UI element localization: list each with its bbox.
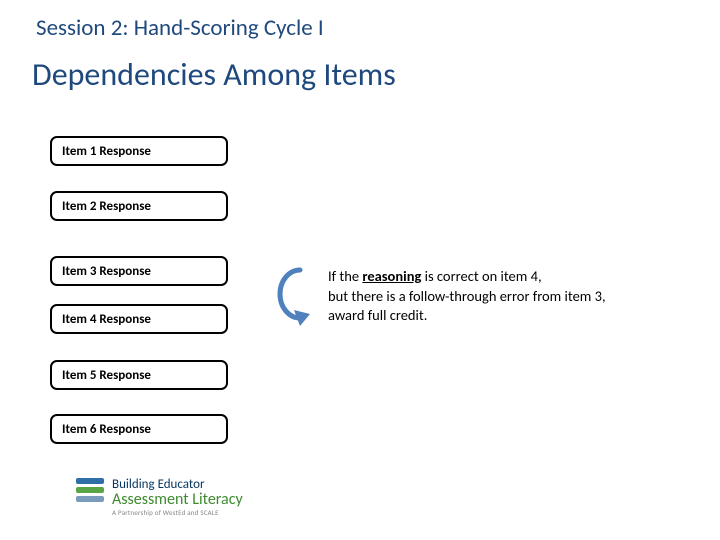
item-response-box: Item 2 Response bbox=[50, 191, 228, 221]
explain-underlined: reasoning bbox=[362, 267, 421, 285]
logo-icon bbox=[76, 478, 104, 514]
explain-pre: If the bbox=[328, 267, 362, 285]
explanation-text: If the reasoning is correct on item 4,bu… bbox=[328, 267, 688, 326]
slide-title: Dependencies Among Items bbox=[32, 55, 396, 94]
item-response-box: Item 1 Response bbox=[50, 136, 228, 166]
logo-line2: Assessment Literacy bbox=[112, 492, 243, 509]
logo-bar bbox=[76, 496, 104, 502]
footer-logo: Building Educator Assessment Literacy A … bbox=[76, 478, 243, 516]
logo-text: Building Educator Assessment Literacy A … bbox=[112, 478, 243, 516]
logo-bar bbox=[76, 478, 104, 484]
item-response-box: Item 6 Response bbox=[50, 414, 228, 444]
logo-line3: A Partnership of WestEd and SCALE bbox=[112, 509, 243, 516]
session-label: Session 2: Hand-Scoring Cycle I bbox=[36, 14, 324, 42]
item-response-box: Item 3 Response bbox=[50, 256, 228, 286]
item-response-box: Item 4 Response bbox=[50, 304, 228, 334]
item-response-box: Item 5 Response bbox=[50, 360, 228, 390]
cycle-arrow-icon bbox=[258, 260, 314, 330]
logo-bar bbox=[76, 487, 104, 493]
